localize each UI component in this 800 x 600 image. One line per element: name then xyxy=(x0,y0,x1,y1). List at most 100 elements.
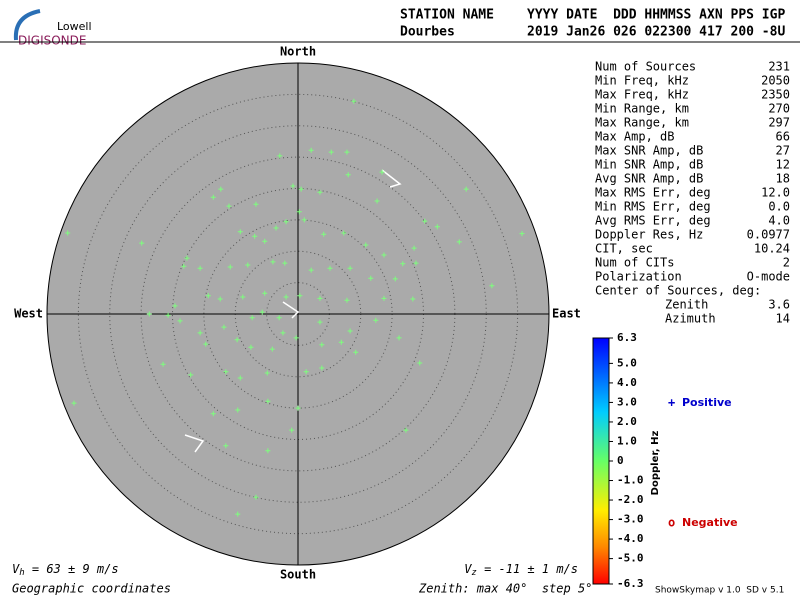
stat-value: 231 xyxy=(768,60,790,74)
stat-label: Max Amp, dB xyxy=(595,130,674,144)
source-point xyxy=(344,149,350,155)
source-point xyxy=(218,186,224,192)
stat-label: Avg RMS Err, deg xyxy=(595,214,711,228)
source-point xyxy=(298,186,304,192)
source-point xyxy=(234,337,240,343)
source-point xyxy=(269,346,275,352)
stat-value: O-mode xyxy=(747,270,790,284)
colorbar-tick-label: 4.0 xyxy=(617,376,637,389)
source-point xyxy=(226,203,232,209)
source-point xyxy=(411,245,417,251)
stat-label: Max Range, km xyxy=(595,116,689,130)
direction-label: North xyxy=(280,45,316,59)
source-point xyxy=(392,276,398,282)
source-point xyxy=(221,324,227,330)
legend-label: Negative xyxy=(682,516,738,529)
source-point xyxy=(308,147,314,153)
source-point xyxy=(273,225,279,231)
source-point xyxy=(368,275,374,281)
colorbar-tick-label: 6.3 xyxy=(617,331,637,344)
logo-bottom: DIGISONDE xyxy=(18,34,86,48)
source-point xyxy=(197,330,203,336)
source-point xyxy=(252,233,258,239)
stat-heading: Center of Sources, deg: xyxy=(595,284,761,298)
source-point xyxy=(345,172,351,178)
source-point xyxy=(373,317,379,323)
source-point xyxy=(417,360,423,366)
stat-label: Avg SNR Amp, dB xyxy=(595,172,703,186)
source-point xyxy=(341,230,347,236)
source-point xyxy=(203,341,209,347)
source-point xyxy=(379,169,385,175)
direction-label: West xyxy=(14,307,43,321)
stat-label: Min Range, km xyxy=(595,102,689,116)
source-point xyxy=(296,209,302,215)
source-point xyxy=(297,293,303,299)
plot: North South East West xyxy=(14,45,581,582)
source-point xyxy=(197,265,203,271)
source-point xyxy=(205,293,211,299)
source-point xyxy=(172,303,178,309)
source-point xyxy=(240,294,246,300)
legend-label: Positive xyxy=(682,396,732,409)
source-point xyxy=(519,231,525,237)
colorbar-tick-label: -6.3 xyxy=(617,577,644,590)
colorbar-tick-label: -2.0 xyxy=(617,493,644,506)
colorbar-tick-label: -1.0 xyxy=(617,474,644,487)
vz-text: Vz = -11 ± 1 m/s xyxy=(464,562,578,578)
colorbar-tick-label: 0 xyxy=(617,454,624,467)
stat-value: 2 xyxy=(783,256,790,270)
logo-swoosh xyxy=(13,9,41,41)
source-point xyxy=(434,224,440,230)
source-point xyxy=(165,312,171,318)
source-point xyxy=(403,427,409,433)
source-point xyxy=(489,283,495,289)
source-point xyxy=(245,262,251,268)
source-point xyxy=(308,267,314,273)
source-point xyxy=(321,231,327,237)
source-point xyxy=(160,361,166,367)
header-label: STATION NAME xyxy=(400,8,494,23)
source-point xyxy=(381,295,387,301)
stat-value: 18 xyxy=(776,172,790,186)
source-point xyxy=(177,318,183,324)
source-point xyxy=(374,198,380,204)
source-point xyxy=(146,311,152,317)
source-point xyxy=(253,201,259,207)
stat-value: 66 xyxy=(776,130,790,144)
stat-label: Min SNR Amp, dB xyxy=(595,158,703,172)
source-point xyxy=(353,349,359,355)
source-point xyxy=(317,189,323,195)
source-point xyxy=(328,149,334,155)
stat-label: Max Freq, kHz xyxy=(595,88,689,102)
stat-label: CIT, sec xyxy=(595,242,653,256)
source-point xyxy=(413,260,419,266)
zenith-text: Zenith: max 40° step 5° xyxy=(418,582,592,596)
source-point xyxy=(139,240,145,246)
source-point xyxy=(262,290,268,296)
source-point xyxy=(264,370,270,376)
source-point xyxy=(248,344,254,350)
logo-top: Lowell xyxy=(57,20,92,33)
source-point xyxy=(235,511,241,517)
version-text: ShowSkymap v 1.0 SD v 5.1 xyxy=(655,586,784,596)
stat-value: 2050 xyxy=(761,74,790,88)
colorbar-tick-label: 2.0 xyxy=(617,415,637,428)
source-point xyxy=(227,264,233,270)
source-point xyxy=(253,494,259,500)
source-point xyxy=(65,230,71,236)
velocity-arrow xyxy=(282,301,300,319)
source-point xyxy=(295,405,301,411)
stat-label: Min RMS Err, deg xyxy=(595,200,711,214)
colorbar: 6.3 5.0 4.0 3.0 2.0 1.0 0 -1.0 -2.0 -3.0 -4.0 -5.0 -… xyxy=(592,331,738,590)
stat-value: 270 xyxy=(768,102,790,116)
source-point xyxy=(217,296,223,302)
stats: Num of Sources 231 Min Freq, kHz 2050 Max Fr… xyxy=(595,60,790,326)
source-point xyxy=(338,339,344,345)
source-point xyxy=(422,218,428,224)
stat-label: Num of Sources xyxy=(595,60,696,74)
source-point xyxy=(289,427,295,433)
source-point xyxy=(276,315,282,321)
colorbar-tick-label: 1.0 xyxy=(617,434,637,447)
